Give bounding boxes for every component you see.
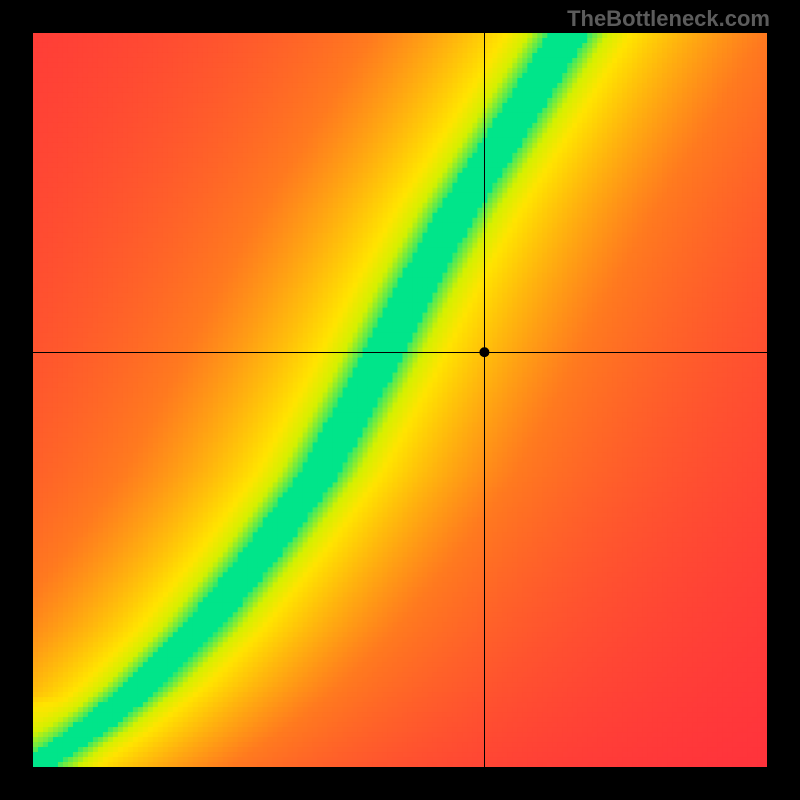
source-watermark: TheBottleneck.com — [567, 6, 770, 32]
bottleneck-heatmap — [33, 33, 767, 767]
chart-container: TheBottleneck.com — [0, 0, 800, 800]
